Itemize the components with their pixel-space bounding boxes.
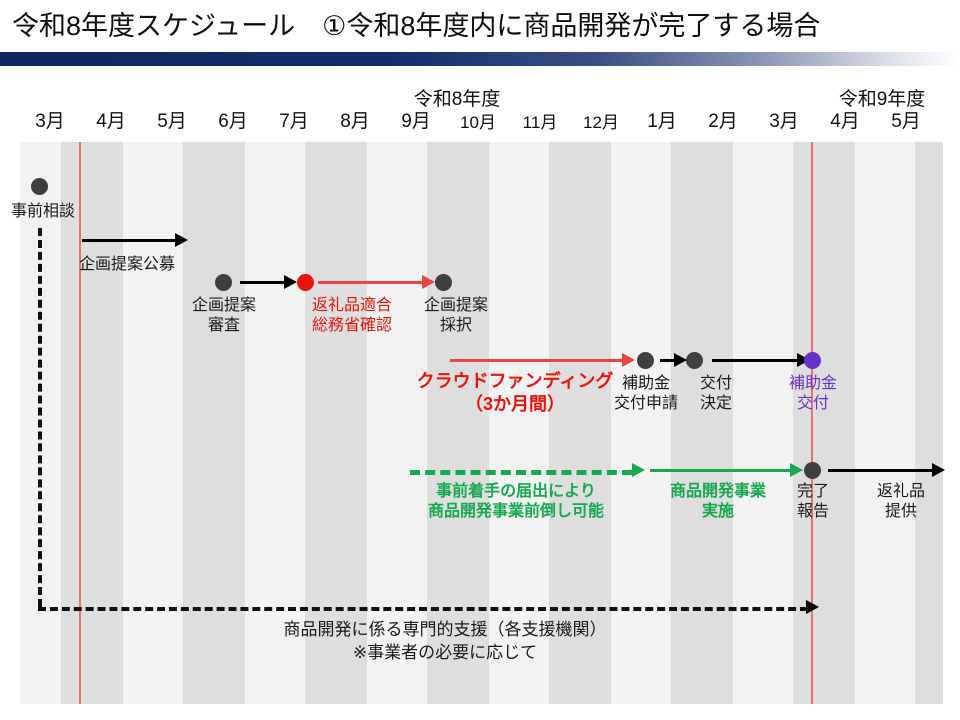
month-header-12: 3月 bbox=[769, 111, 799, 132]
milestone-dot-subsidy-payment bbox=[804, 352, 821, 369]
month-header-6: 9月 bbox=[401, 111, 431, 132]
month-header-0: 3月 bbox=[35, 111, 65, 132]
month-header-13: 4月 bbox=[830, 111, 860, 132]
month-header-2: 5月 bbox=[157, 111, 187, 132]
month-stripe-apr bbox=[61, 142, 123, 704]
arrow-proposal-call-head bbox=[175, 233, 188, 247]
arrow-early-start-line bbox=[410, 470, 632, 475]
milestone-dot-proposal-adopt bbox=[435, 274, 452, 291]
milestone-dot-gift-check bbox=[297, 274, 314, 291]
arrow-gift-provide-head bbox=[932, 463, 945, 477]
milestone-dot-pre-consult bbox=[31, 178, 48, 195]
arrow-dev-project-line bbox=[650, 469, 792, 472]
label-subsidy-apply: 補助金 交付申請 bbox=[613, 375, 678, 412]
arrow-early-start-head bbox=[632, 463, 645, 477]
arrow-gift-check-head bbox=[422, 275, 435, 289]
arrow-expert-support-head bbox=[806, 600, 819, 614]
month-header-5: 8月 bbox=[340, 111, 370, 132]
label-expert-support-note: ※事業者の必要に応じて bbox=[352, 643, 538, 662]
label-pre-consult: 事前相談 bbox=[10, 203, 75, 220]
arrow-apply-to-decision-line bbox=[660, 359, 674, 362]
label-early-start: 事前着手の届出により 商品開発事業前倒し可能 bbox=[427, 483, 604, 520]
label-proposal-adopt: 企画提案 採択 bbox=[423, 297, 488, 334]
label-proposal-review: 企画提案 審査 bbox=[191, 297, 256, 334]
month-stripe-apr2 bbox=[793, 142, 855, 704]
month-header-1: 4月 bbox=[96, 111, 126, 132]
label-completion-report: 完了 報告 bbox=[796, 483, 829, 520]
label-gift-provide: 返礼品 提供 bbox=[876, 483, 925, 520]
month-header-9: 12月 bbox=[583, 113, 619, 132]
month-header-8: 11月 bbox=[522, 113, 558, 132]
month-header-11: 2月 bbox=[708, 111, 738, 132]
milestone-dot-subsidy-apply bbox=[637, 352, 654, 369]
arrow-review-to-check-line bbox=[240, 281, 284, 284]
fiscal-year-label-r8: 令和8年度 bbox=[413, 89, 501, 110]
label-grant-decision: 交付 決定 bbox=[699, 375, 732, 412]
fiscal-year-label-r9: 令和9年度 bbox=[838, 89, 926, 110]
fiscal-boundary-line-r9 bbox=[811, 142, 813, 704]
arrow-proposal-call-line bbox=[82, 239, 175, 242]
arrow-crowdfunding-head bbox=[622, 353, 635, 367]
arrow-gift-check-line bbox=[318, 281, 422, 284]
label-crowdfunding: クラウドファンディング （3か月間） bbox=[416, 371, 614, 414]
label-subsidy-payment: 補助金 交付 bbox=[788, 375, 837, 412]
label-expert-support: 商品開発に係る専門的支援（各支援機関） bbox=[283, 620, 607, 639]
arrow-expert-support-line bbox=[38, 607, 808, 611]
label-gift-check: 返礼品適合 総務省確認 bbox=[311, 297, 392, 334]
month-stripe-tail bbox=[915, 142, 943, 704]
arrow-apply-to-decision-head bbox=[674, 353, 687, 367]
month-header-14: 5月 bbox=[891, 111, 921, 132]
arrow-dev-project-head bbox=[790, 463, 803, 477]
title-accent-bar bbox=[0, 52, 960, 66]
month-header-7: 10月 bbox=[460, 113, 496, 132]
arrow-review-to-check-head bbox=[284, 275, 297, 289]
arrow-crowdfunding-line bbox=[450, 359, 622, 362]
fiscal-boundary-line-r8 bbox=[79, 142, 81, 704]
month-header-10: 1月 bbox=[647, 111, 677, 132]
pre-consult-connector bbox=[38, 228, 42, 607]
label-dev-project: 商品開発事業 実施 bbox=[669, 483, 766, 520]
milestone-dot-completion-report bbox=[804, 462, 821, 479]
arrow-gift-provide-line bbox=[828, 469, 932, 472]
page-title: 令和8年度スケジュール ①令和8年度内に商品開発が完了する場合 bbox=[12, 11, 821, 41]
month-header-4: 7月 bbox=[279, 111, 309, 132]
arrow-decision-to-payment-line bbox=[712, 359, 797, 362]
month-header-3: 6月 bbox=[218, 111, 248, 132]
milestone-dot-proposal-review bbox=[215, 274, 232, 291]
milestone-dot-grant-decision bbox=[686, 352, 703, 369]
label-proposal-call: 企画提案公募 bbox=[79, 256, 176, 273]
